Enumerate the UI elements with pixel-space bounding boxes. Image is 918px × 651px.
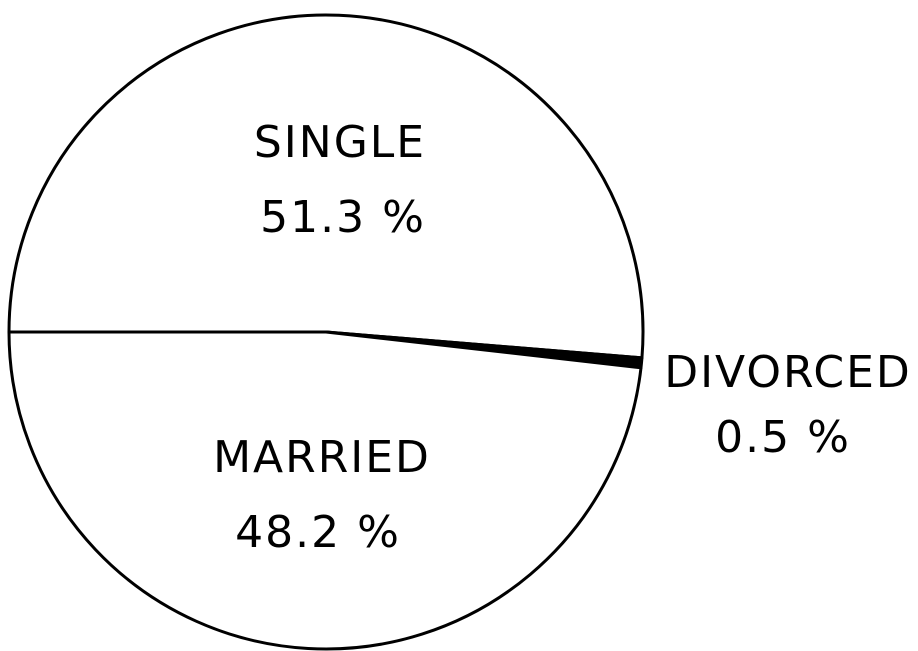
pie <box>7 13 645 651</box>
slice-value-label: 48.2 % <box>235 507 401 558</box>
slice-value-label: 51.3 % <box>260 192 426 243</box>
slice-label: SINGLE <box>254 117 426 168</box>
pie-slice <box>7 13 645 360</box>
slice-value-label: 0.5 % <box>715 412 851 463</box>
slice-label: DIVORCED <box>664 347 912 398</box>
slice-label: MARRIED <box>213 432 431 483</box>
pie-slice <box>7 330 643 651</box>
